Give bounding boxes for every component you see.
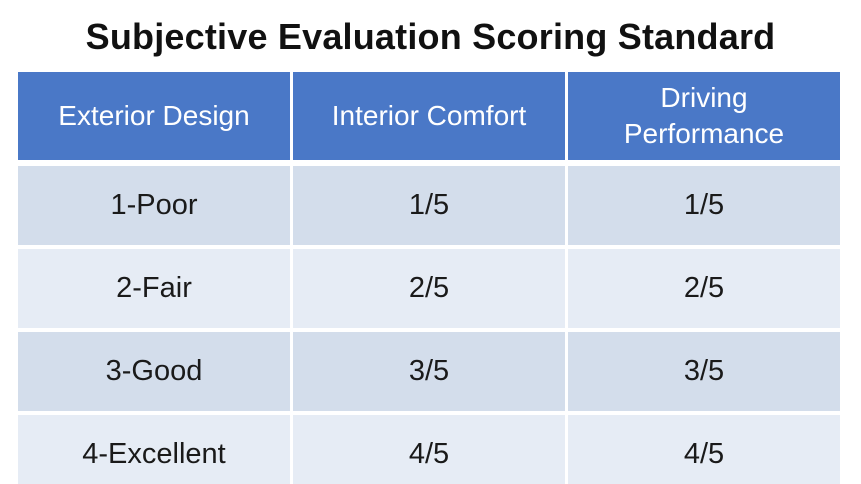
- table-row: 2-Fair 2/5 2/5: [18, 249, 840, 332]
- table-cell-exterior-design: 2-Fair: [18, 249, 293, 332]
- table-cell-driving-performance: 3/5: [568, 332, 840, 415]
- table-header: Exterior Design Interior Comfort Driving…: [18, 72, 840, 166]
- table-cell-interior-comfort: 4/5: [293, 415, 568, 484]
- column-header-exterior-design: Exterior Design: [18, 72, 293, 166]
- scoring-table: Exterior Design Interior Comfort Driving…: [18, 72, 840, 484]
- table-row: 1-Poor 1/5 1/5: [18, 166, 840, 249]
- header-row: Exterior Design Interior Comfort Driving…: [18, 72, 840, 166]
- page-title: Subjective Evaluation Scoring Standard: [85, 16, 776, 57]
- table-cell-interior-comfort: 3/5: [293, 332, 568, 415]
- table-cell-interior-comfort: 2/5: [293, 249, 568, 332]
- column-header-interior-comfort: Interior Comfort: [293, 72, 568, 166]
- table-cell-exterior-design: 1-Poor: [18, 166, 293, 249]
- table-cell-exterior-design: 3-Good: [18, 332, 293, 415]
- table-row: 3-Good 3/5 3/5: [18, 332, 840, 415]
- scoring-table-container: Exterior Design Interior Comfort Driving…: [18, 72, 840, 484]
- table-cell-driving-performance: 1/5: [568, 166, 840, 249]
- table-body: 1-Poor 1/5 1/5 2-Fair 2/5 2/5 3-Good 3/5…: [18, 166, 840, 484]
- table-cell-driving-performance: 2/5: [568, 249, 840, 332]
- table-cell-exterior-design: 4-Excellent: [18, 415, 293, 484]
- column-header-driving-performance: Driving Performance: [568, 72, 840, 166]
- table-row: 4-Excellent 4/5 4/5: [18, 415, 840, 484]
- table-cell-interior-comfort: 1/5: [293, 166, 568, 249]
- table-cell-driving-performance: 4/5: [568, 415, 840, 484]
